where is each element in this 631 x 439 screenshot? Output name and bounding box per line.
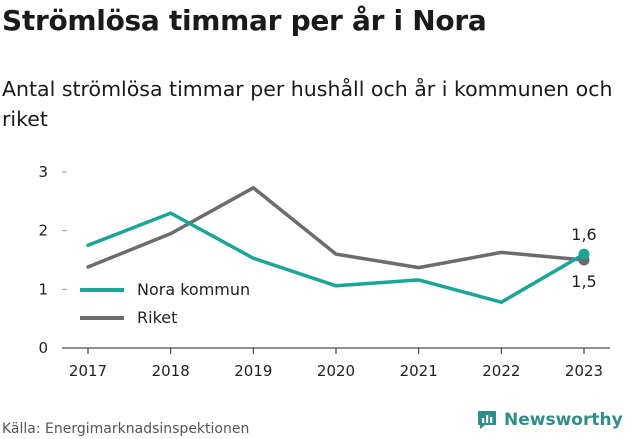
x-tick-label: 2023 xyxy=(565,362,603,380)
legend-label: Nora kommun xyxy=(137,280,250,299)
x-tick-label: 2018 xyxy=(152,362,190,380)
y-tick-label: 3 xyxy=(38,163,48,181)
line-chart: 2017 2018 2019 2020 2021 2022 2023 0 1 2 3 Nora ko… xyxy=(38,163,610,380)
chart-title: Strömlösa timmar per år i Nora xyxy=(2,4,487,37)
chart-subtitle: Antal strömlösa timmar per hushåll och å… xyxy=(2,77,613,131)
series-line-nora-kommun xyxy=(86,211,586,304)
brand-name: Newsworthy xyxy=(504,410,623,430)
series-line-riket xyxy=(86,186,586,270)
y-tick-label: 1 xyxy=(38,280,48,298)
end-value-label: 1,5 xyxy=(571,272,596,291)
x-tick-label: 2019 xyxy=(234,362,272,380)
source-note: Källa: Energimarknadsinspektionen xyxy=(2,421,250,437)
x-tick-label: 2017 xyxy=(69,362,107,380)
x-tick-label: 2022 xyxy=(482,362,520,380)
y-tick-label: 2 xyxy=(38,222,48,240)
end-value-label: 1,6 xyxy=(571,225,596,244)
brand-logo: Newsworthy xyxy=(476,409,623,431)
y-tick-label: 0 xyxy=(38,339,48,357)
x-tick-label: 2020 xyxy=(317,362,355,380)
newsworthy-logo-icon xyxy=(478,411,496,429)
legend-label: Riket xyxy=(137,308,177,327)
x-tick-label: 2021 xyxy=(400,362,438,380)
end-point-nora-kommun xyxy=(578,248,590,260)
